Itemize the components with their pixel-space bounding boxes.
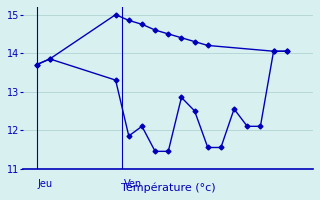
- Text: Ven: Ven: [124, 179, 142, 189]
- X-axis label: Température (°c): Température (°c): [121, 183, 216, 193]
- Text: Jeu: Jeu: [38, 179, 53, 189]
